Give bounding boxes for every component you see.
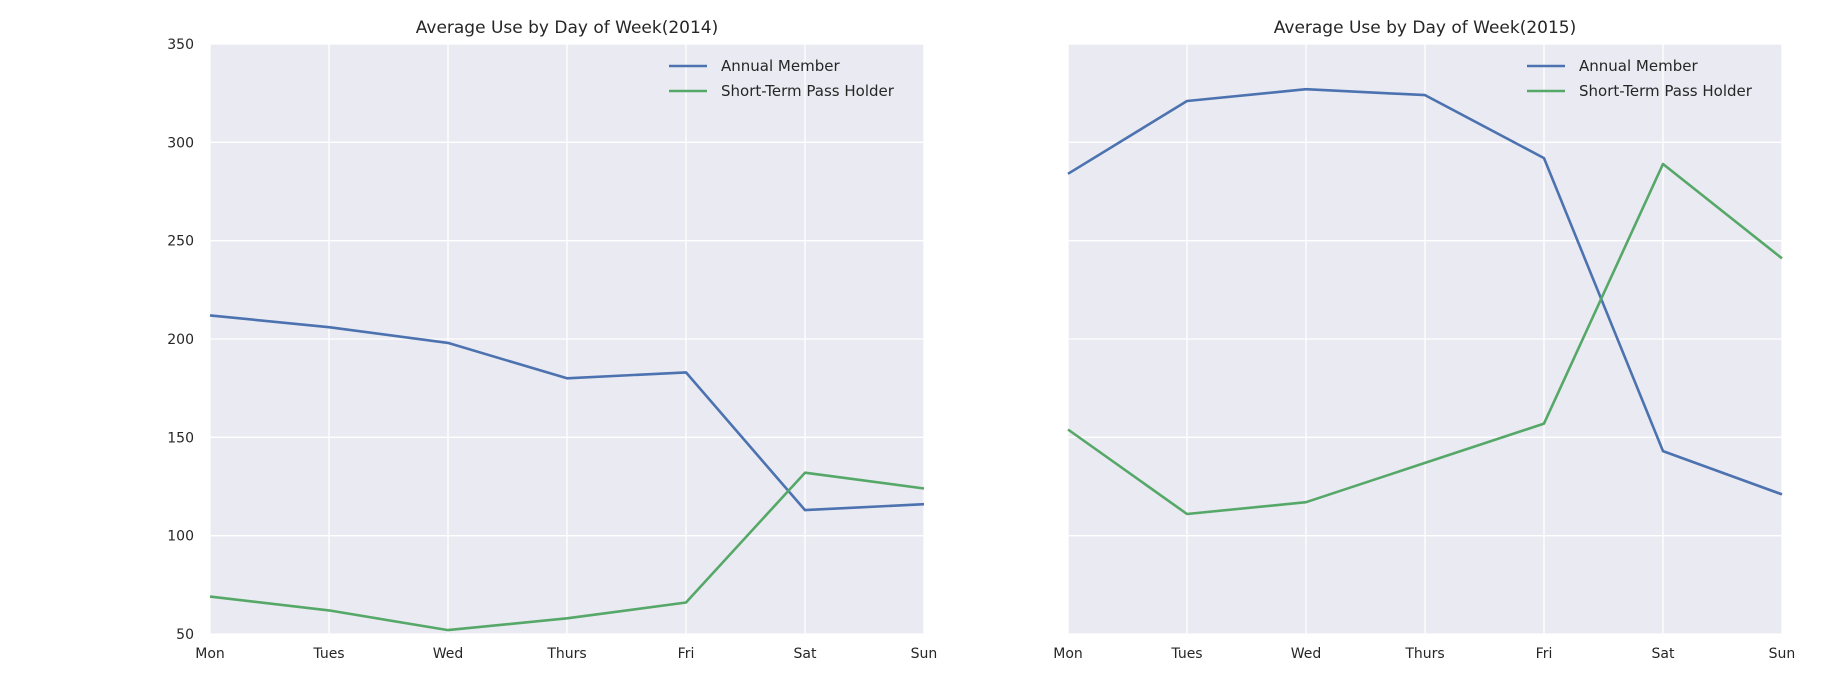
- chart-title: Average Use by Day of Week(2015): [1274, 18, 1577, 38]
- y-tick-label: 300: [167, 135, 194, 151]
- legend: Annual Member Short-Term Pass Holder: [669, 57, 895, 100]
- y-tick-label: 200: [167, 332, 194, 348]
- chart-title: Average Use by Day of Week(2014): [416, 18, 719, 38]
- x-tick-label: Thurs: [546, 646, 586, 662]
- x-tick-label: Wed: [1291, 646, 1322, 662]
- series-line-short-term-pass-holder: [209, 471, 925, 632]
- y-tick-label: 50: [176, 627, 194, 643]
- chart-panel-2: Average Use by Day of Week(2015) Mon Tues W…: [1053, 18, 1795, 662]
- x-tick-label: Thurs: [1404, 646, 1444, 662]
- legend-label: Annual Member: [721, 57, 840, 75]
- y-tick-label: 150: [167, 430, 194, 446]
- x-tick-label: Fri: [1536, 646, 1553, 662]
- y-tick-label: 100: [167, 529, 194, 545]
- y-tick-label: 350: [167, 37, 194, 53]
- x-tick-label: Wed: [433, 646, 464, 662]
- legend-label: Short-Term Pass Holder: [1579, 82, 1753, 100]
- legend-label: Annual Member: [1579, 57, 1698, 75]
- x-tick-label: Mon: [1053, 646, 1083, 662]
- series-line-short-term-pass-holder: [1067, 162, 1783, 516]
- x-tick-label: Mon: [195, 646, 225, 662]
- x-tick-label: Sun: [1769, 646, 1796, 662]
- x-tick-label: Tues: [1170, 646, 1202, 662]
- series-line-annual-member: [1067, 87, 1783, 496]
- legend: Annual Member Short-Term Pass Holder: [1527, 57, 1753, 100]
- chart-panel-1: Average Use by Day of Week(2014) Mon Tues W…: [167, 18, 937, 662]
- legend-label: Short-Term Pass Holder: [721, 82, 895, 100]
- y-tick-label: 250: [167, 234, 194, 250]
- x-tick-label: Sat: [794, 646, 817, 662]
- x-tick-label: Sun: [911, 646, 938, 662]
- x-tick-label: Sat: [1652, 646, 1675, 662]
- series-line-annual-member: [209, 314, 925, 512]
- x-tick-label: Tues: [312, 646, 344, 662]
- x-tick-label: Fri: [678, 646, 695, 662]
